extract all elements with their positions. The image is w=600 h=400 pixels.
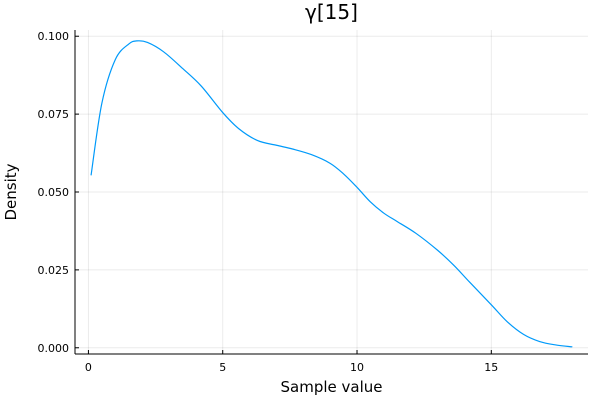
x-tick-label: 5 [219,361,226,374]
x-tick-label: 0 [85,361,92,374]
y-tick-label: 0.075 [38,108,70,121]
ticks: 0 5 10 15 0.000 0.025 0.050 0.075 0.100 [38,30,499,374]
x-axis-label: Sample value [281,378,383,396]
series-layer [90,40,573,348]
y-tick-label: 0.050 [38,186,70,199]
y-axis-label: Density [2,163,20,220]
y-tick-label: 0.025 [38,264,70,277]
density-curve [90,40,573,348]
y-tick-label: 0.000 [38,342,70,355]
x-tick-label: 15 [484,361,498,374]
chart-title: γ[15] [305,0,358,24]
x-tick-label: 10 [350,361,364,374]
y-tick-label: 0.100 [38,30,70,43]
grid-lines [75,30,588,354]
